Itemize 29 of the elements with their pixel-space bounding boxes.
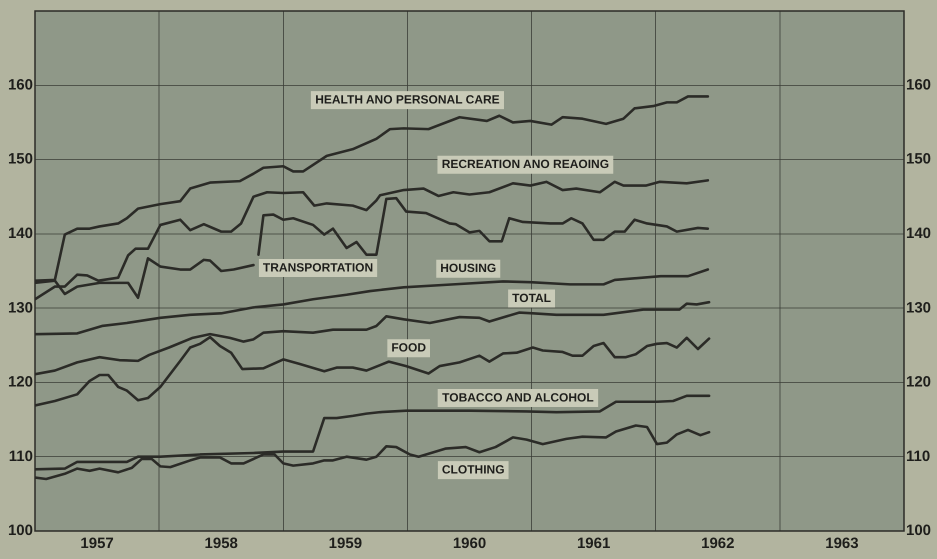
- x-tick-label: 1958: [204, 535, 238, 552]
- series-label: FOOD: [391, 340, 426, 355]
- y2-tick-label: 110: [906, 448, 930, 465]
- series-label: TRANSPORTATION: [262, 260, 374, 274]
- y-tick-label: 130: [8, 299, 33, 316]
- y-tick-label: 100: [8, 522, 33, 540]
- y2-tick-label: 140: [906, 225, 932, 242]
- y-tick-label: 160: [8, 76, 33, 94]
- series-label: CLOTHING: [442, 462, 505, 476]
- y2-tick-label: 130: [906, 299, 932, 316]
- y-tick-label: 140: [8, 225, 33, 242]
- x-tick-label: 1961: [576, 535, 610, 552]
- x-tick-label: 1962: [701, 535, 734, 552]
- series-label: HEALTH ANO PERSONAL CARE: [315, 92, 500, 106]
- y-tick-label: 110: [8, 448, 33, 465]
- y2-tick-label: 150: [906, 150, 932, 168]
- x-tick-label: 1959: [328, 535, 362, 552]
- series-label: HOUSING: [440, 261, 496, 276]
- series-label: RECREATION ANO REAOING: [442, 157, 610, 172]
- series-label: TOBACCO AND ALCOHOL: [442, 390, 594, 404]
- x-tick-label: 1960: [452, 535, 486, 552]
- y2-tick-label: 100: [906, 522, 932, 540]
- series-label: TOTAL: [512, 290, 552, 305]
- x-tick-label: 1957: [80, 535, 114, 552]
- y-tick-label: 120: [8, 374, 33, 391]
- y2-tick-label: 120: [906, 374, 932, 391]
- y-tick-label: 150: [8, 150, 33, 168]
- y2-tick-label: 160: [906, 76, 932, 94]
- x-tick-label: 1963: [825, 535, 859, 552]
